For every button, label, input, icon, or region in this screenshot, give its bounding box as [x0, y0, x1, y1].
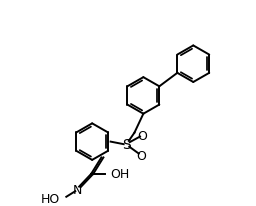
Text: O: O	[137, 129, 147, 142]
Text: N: N	[72, 183, 82, 196]
Text: OH: OH	[110, 168, 130, 180]
Text: O: O	[136, 149, 146, 162]
Text: HO: HO	[41, 192, 60, 205]
Text: S: S	[122, 137, 131, 151]
